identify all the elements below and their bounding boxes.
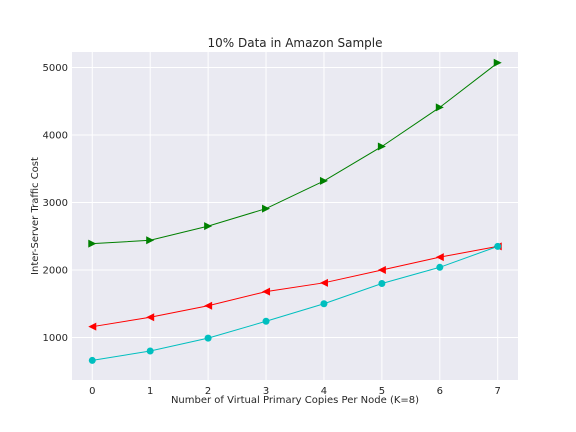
y-tick-label: 1000 — [43, 333, 68, 344]
data-point — [262, 287, 271, 296]
data-point — [146, 347, 154, 355]
data-point — [262, 317, 270, 325]
series-1 — [88, 58, 502, 248]
data-point — [88, 322, 97, 331]
data-point — [88, 239, 97, 248]
series-3 — [88, 242, 502, 364]
series-line — [92, 245, 498, 328]
data-point — [204, 334, 212, 342]
data-point — [436, 263, 444, 271]
x-tick-labels: 0 1 2 3 4 5 6 7 — [89, 386, 501, 397]
data-point — [319, 278, 328, 287]
data-point — [435, 253, 444, 262]
series-group — [88, 58, 502, 364]
y-axis-label: Inter-Server Traffic Cost — [30, 157, 41, 275]
data-point — [435, 103, 444, 112]
y-tick-label: 4000 — [43, 131, 68, 142]
x-tick-label: 7 — [495, 386, 501, 397]
data-point — [146, 313, 155, 322]
grid-lines — [72, 52, 518, 380]
x-tick-label: 4 — [321, 386, 327, 397]
x-axis-label: Number of Virtual Primary Copies Per Nod… — [171, 395, 419, 406]
data-point — [377, 265, 386, 274]
data-point — [378, 279, 386, 287]
y-tick-labels: 1000 2000 3000 4000 5000 — [43, 63, 68, 344]
x-tick-label: 6 — [437, 386, 443, 397]
data-point — [377, 142, 386, 151]
data-point — [493, 58, 502, 67]
x-tick-label: 0 — [89, 386, 95, 397]
data-point — [319, 176, 328, 185]
x-tick-label: 3 — [263, 386, 269, 397]
y-tick-label: 5000 — [43, 63, 68, 74]
series-line — [92, 62, 499, 245]
chart-title: 10% Data in Amazon Sample — [207, 36, 382, 50]
x-tick-label: 5 — [379, 386, 385, 397]
series-line — [92, 245, 498, 361]
data-point — [204, 301, 213, 310]
data-point — [320, 300, 328, 308]
plot-area — [72, 52, 518, 380]
x-tick-label: 2 — [205, 386, 211, 397]
y-tick-label: 2000 — [43, 265, 68, 276]
data-point — [204, 222, 213, 231]
y-tick-label: 3000 — [43, 198, 68, 209]
data-point — [262, 204, 271, 213]
data-point — [88, 356, 96, 364]
x-tick-label: 1 — [147, 386, 153, 397]
data-point — [146, 236, 155, 245]
data-point — [494, 242, 502, 250]
